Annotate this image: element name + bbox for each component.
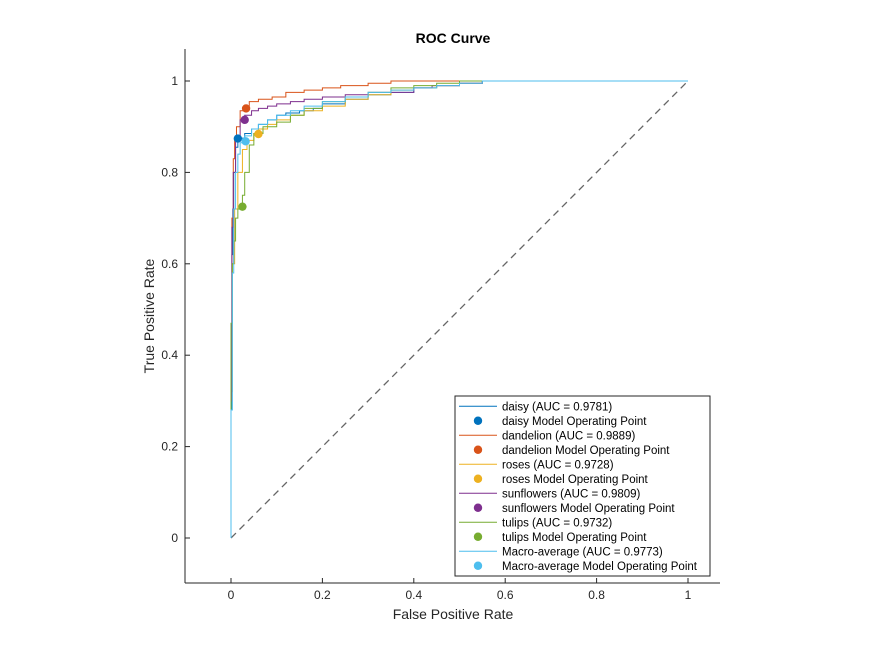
x-tick-label: 1 (685, 588, 692, 602)
legend-marker-swatch (473, 445, 483, 454)
operating-point-2 (254, 129, 263, 139)
legend-entry-curve: Macro-average (AUC = 0.9773) (502, 546, 663, 558)
legend-marker-swatch (473, 474, 483, 483)
legend-box (454, 395, 711, 577)
y-tick-label: 1 (171, 74, 178, 88)
legend-entry-operating-point: roses Model Operating Point (502, 474, 649, 486)
legend-marker-swatch (473, 503, 483, 512)
chart-title: ROC Curve (416, 30, 491, 46)
operating-point-3 (240, 115, 249, 125)
operating-point-0 (233, 134, 243, 143)
roc-curve-5 (230, 80, 688, 538)
roc-curve-3 (230, 80, 688, 538)
legend-marker-swatch (473, 561, 483, 570)
operating-point-1 (241, 104, 251, 113)
legend-entry-curve: roses (AUC = 0.9728) (502, 459, 614, 471)
x-tick-label: 0.2 (314, 588, 331, 602)
x-tick-label: 0 (228, 588, 235, 602)
legend-entry-curve: tulips (AUC = 0.9732) (502, 517, 612, 529)
y-tick-label: 0.8 (161, 165, 178, 179)
legend-entry-operating-point: dandelion Model Operating Point (502, 445, 670, 457)
y-tick-label: 0.4 (161, 348, 178, 362)
legend-entry-curve: daisy (AUC = 0.9781) (502, 401, 612, 413)
legend-marker-swatch (473, 532, 483, 541)
y-tick-label: 0 (171, 531, 178, 545)
plot-area: 0 0.2 0.4 0.6 0.8 1 0 0.2 0.4 0.6 0.8 1 (161, 49, 720, 602)
legend-entry-curve: dandelion (AUC = 0.9889) (502, 430, 635, 442)
operating-point-4 (238, 202, 247, 211)
y-tick-label: 0.6 (161, 257, 178, 271)
legend-entry-operating-point: sunflowers Model Operating Point (502, 503, 675, 515)
y-axis-label: True Positive Rate (141, 258, 157, 373)
operating-point-5 (241, 137, 250, 146)
legend-marker-swatch (473, 416, 483, 425)
legend-entry-curve: sunflowers (AUC = 0.9809) (502, 488, 641, 500)
legend-entry-operating-point: Macro-average Model Operating Point (502, 561, 698, 573)
roc-curve-1 (230, 80, 688, 538)
x-tick-label: 0.8 (588, 588, 605, 602)
legend-entry-operating-point: daisy Model Operating Point (502, 416, 647, 428)
x-axis-label: False Positive Rate (393, 606, 514, 622)
legend-entry-operating-point: tulips Model Operating Point (502, 532, 647, 544)
legend: daisy (AUC = 0.9781) daisy Model Operatin… (454, 395, 711, 577)
y-tick-label: 0.2 (161, 440, 178, 454)
x-tick-label: 0.6 (497, 588, 514, 602)
x-tick-label: 0.4 (405, 588, 422, 602)
roc-curve-4 (230, 80, 688, 538)
